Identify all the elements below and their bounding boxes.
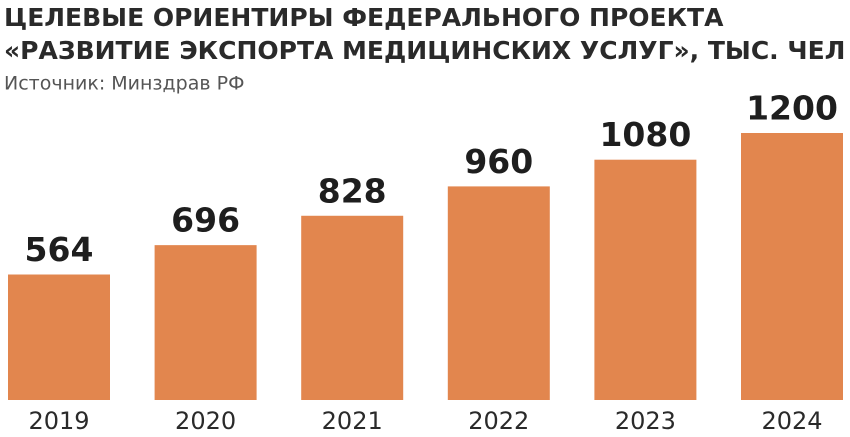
bar	[8, 274, 110, 400]
x-tick-label: 2020	[175, 407, 236, 435]
x-tick-label: 2023	[615, 407, 676, 435]
value-label: 564	[25, 230, 94, 269]
bar	[301, 215, 404, 400]
bar	[447, 186, 550, 400]
chart-subtitle: Источник: Минздрав РФ	[4, 73, 244, 95]
x-tick-label: 2019	[28, 407, 89, 435]
x-tick-label: 2024	[761, 407, 822, 435]
x-tick-label: 2022	[468, 407, 529, 435]
bar	[741, 133, 843, 400]
chart-title: ЦЕЛЕВЫЕ ОРИЕНТИРЫ ФЕДЕРАЛЬНОГО ПРОЕКТА	[4, 3, 724, 32]
chart-title: «РАЗВИТИЕ ЭКСПОРТА МЕДИЦИНСКИХ УСЛУГ», Т…	[4, 36, 845, 65]
value-label: 960	[464, 142, 533, 181]
value-label: 696	[171, 201, 240, 240]
value-label: 828	[318, 171, 387, 210]
bar	[154, 245, 257, 400]
value-label: 1080	[599, 115, 691, 154]
value-label: 1200	[746, 89, 838, 128]
x-tick-label: 2021	[322, 407, 383, 435]
bar	[594, 159, 697, 400]
